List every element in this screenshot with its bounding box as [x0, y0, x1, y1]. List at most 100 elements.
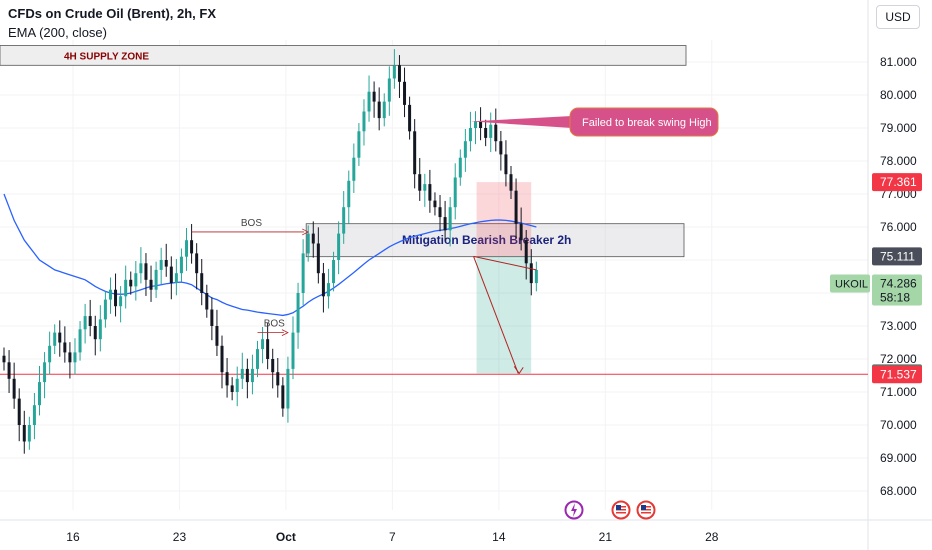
candle	[306, 225, 310, 262]
flag-stripe	[616, 512, 626, 514]
candle-body	[468, 128, 472, 142]
candle	[174, 259, 178, 296]
supply-zone-box[interactable]	[0, 45, 687, 66]
candle-body	[326, 283, 330, 297]
candle	[139, 247, 143, 284]
candle-body	[306, 233, 310, 254]
chart-title: CFDs on Crude Oil (Brent), 2h, FX	[8, 6, 217, 21]
supply-zone[interactable]: 4H SUPPLY ZONE	[0, 45, 687, 66]
price-tick-label: 73.000	[880, 319, 917, 333]
lightning-event-icon[interactable]	[564, 500, 584, 520]
price-tag[interactable]: 71.537	[872, 365, 922, 384]
time-tick-label: 16	[66, 530, 80, 544]
candle-body	[332, 260, 336, 284]
candle	[468, 111, 472, 152]
candle	[479, 107, 483, 141]
bos-annotation[interactable]: BOS	[191, 218, 310, 236]
candle-body	[250, 368, 254, 383]
candle	[245, 358, 249, 399]
price-tick-label: 79.000	[880, 121, 917, 135]
candle	[149, 265, 153, 302]
candle-body	[362, 111, 366, 132]
symbol-tag-bg	[830, 274, 870, 293]
short-position[interactable]	[476, 182, 532, 374]
candle-body	[139, 263, 143, 274]
take-profit-area[interactable]	[476, 256, 532, 374]
time-axis[interactable]: 16 23 Oct 7 14 21 28	[66, 530, 718, 544]
mitigation-zone-box[interactable]	[305, 223, 685, 258]
us-flag-event-icon[interactable]	[611, 500, 631, 520]
candle	[321, 262, 325, 313]
candle-body	[509, 174, 513, 191]
candle	[129, 271, 133, 295]
candle-body	[286, 368, 290, 409]
candle-body	[2, 355, 6, 363]
candle	[438, 194, 442, 232]
candle-body	[392, 65, 396, 79]
candle-body	[7, 362, 11, 379]
price-tag[interactable]: 77.361	[872, 173, 922, 192]
candle	[271, 348, 275, 389]
price-tick-label: 81.000	[880, 55, 917, 69]
supply-zone-label: 4H SUPPLY ZONE	[64, 51, 149, 62]
candle-body	[347, 180, 351, 208]
bos-annotation[interactable]: BOS	[257, 319, 289, 336]
candle-body	[108, 289, 112, 300]
stop-loss-area[interactable]	[476, 182, 532, 257]
flag-stripe	[641, 512, 651, 514]
projection-arrows[interactable]	[473, 255, 537, 375]
bos-label: BOS	[264, 319, 285, 330]
candle	[418, 158, 422, 201]
candle-body	[337, 233, 341, 260]
candle	[93, 315, 97, 356]
ema-200-line[interactable]	[3, 193, 537, 317]
indicator-legend[interactable]: EMA (200, close)	[8, 25, 107, 40]
candle	[17, 388, 21, 442]
candle-body	[210, 309, 214, 326]
candle-body	[129, 279, 133, 287]
candle-body	[32, 405, 36, 425]
candle	[413, 119, 417, 189]
candle	[342, 191, 346, 244]
candle	[519, 207, 523, 251]
candle	[32, 392, 36, 440]
projection-up-arrow	[473, 255, 537, 271]
candles	[2, 49, 538, 454]
candle	[230, 377, 234, 401]
candle	[73, 338, 77, 375]
us-flag-event-icon[interactable]	[636, 500, 656, 520]
mitigation-zone[interactable]: Mitigation Bearish Breaker 2h	[305, 223, 685, 258]
candle	[433, 192, 437, 216]
callout[interactable]: Failed to break swing High	[470, 107, 719, 137]
candle	[458, 149, 462, 186]
candle	[12, 362, 16, 409]
candle-body	[474, 121, 478, 128]
candle-body	[195, 253, 199, 274]
bos-arrowhead	[302, 228, 310, 236]
candle	[509, 165, 513, 199]
candle	[403, 67, 407, 118]
candle	[144, 253, 148, 296]
candle	[504, 140, 508, 187]
candle	[382, 93, 386, 127]
candle	[220, 335, 224, 389]
candle	[261, 326, 265, 364]
event-icons[interactable]	[564, 500, 656, 520]
currency-button[interactable]: USD	[876, 5, 920, 29]
candle-body	[387, 78, 391, 102]
candle-body	[534, 269, 538, 284]
price-tag[interactable]: 75.111	[872, 247, 922, 266]
time-tick-label: 7	[389, 530, 396, 544]
candle	[397, 55, 401, 98]
price-tag-value: 71.537	[880, 367, 917, 381]
price-tick-label: 80.000	[880, 88, 917, 102]
candle	[210, 297, 214, 341]
candle-body	[352, 157, 356, 181]
candle	[159, 247, 163, 285]
candle-body	[78, 329, 82, 353]
candle-body	[235, 378, 239, 392]
candle	[514, 178, 518, 238]
